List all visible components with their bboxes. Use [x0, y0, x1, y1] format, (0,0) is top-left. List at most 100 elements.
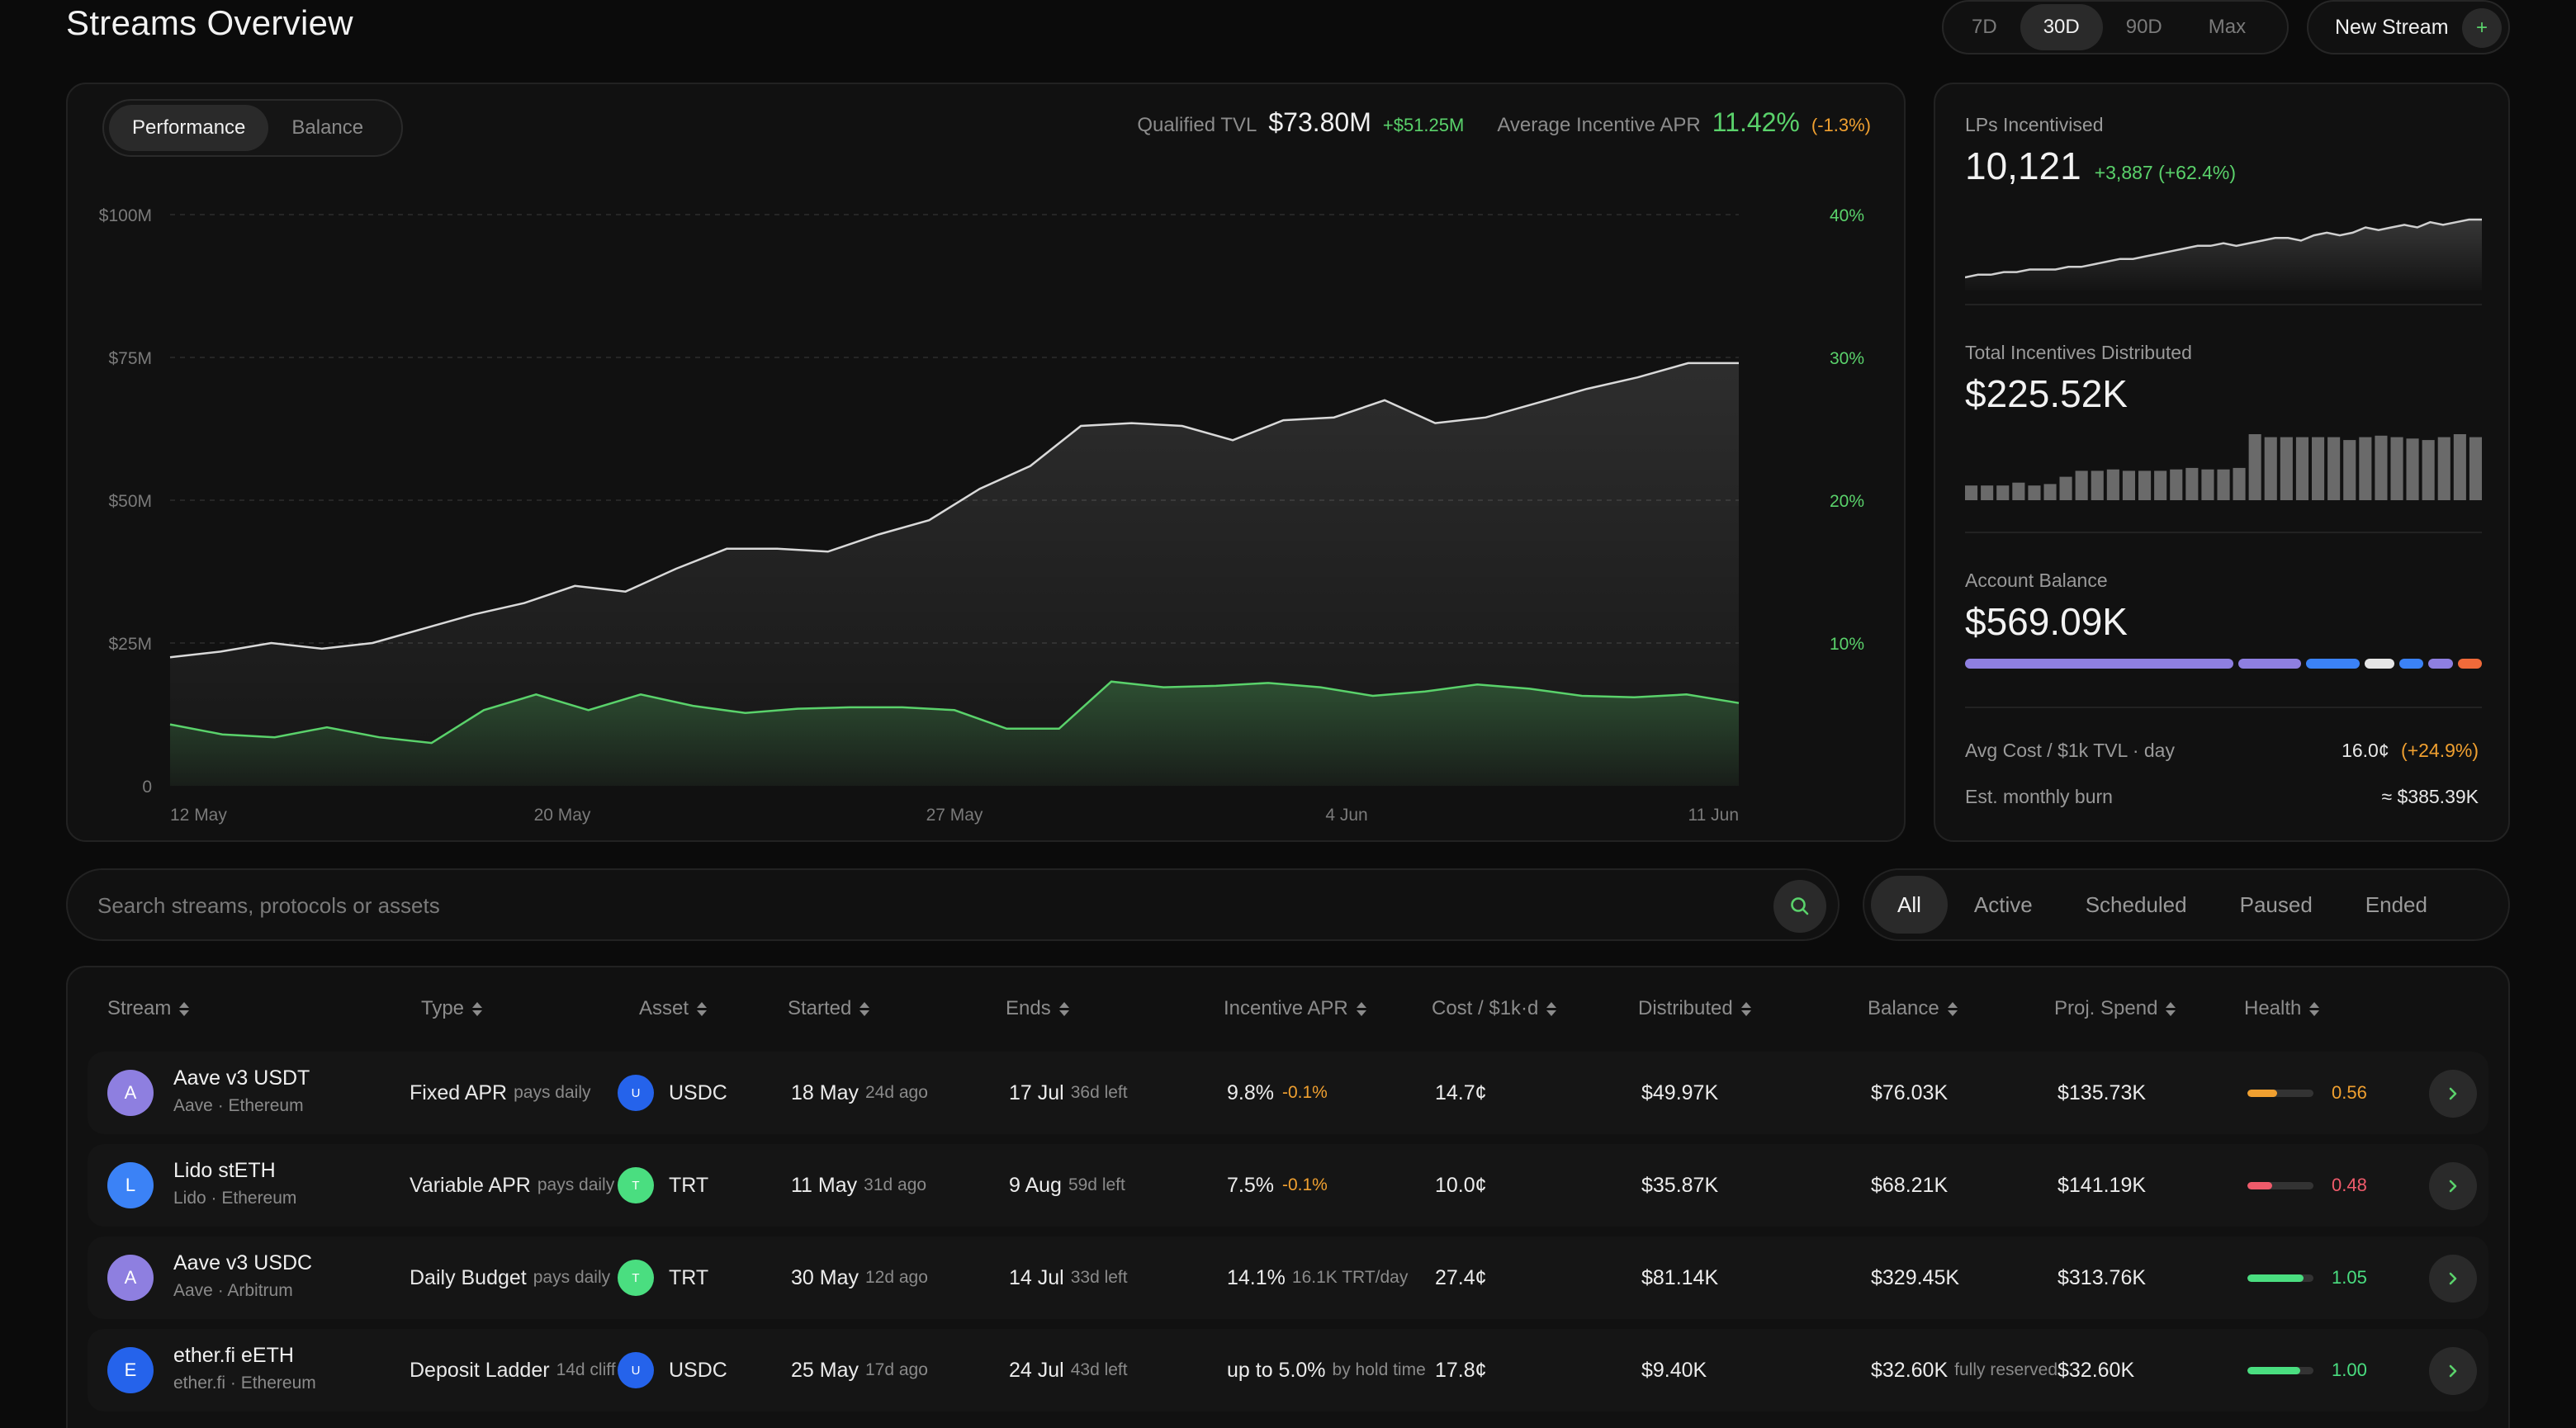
table-row[interactable]: A Aave v3 USDC Aave · Arbitrum Daily Budget…: [88, 1236, 2488, 1319]
column-header-asset[interactable]: Asset: [639, 997, 708, 1020]
distributed-cell: $9.40K: [1641, 1358, 1707, 1382]
apr-detail: 16.1K TRT/day: [1291, 1268, 1409, 1287]
incentives-bar-chart: [1965, 434, 2482, 500]
x-tick-label: 4 Jun: [1325, 806, 1367, 825]
balance-value: $329.45K: [1871, 1265, 1960, 1289]
incentive-bar: [2343, 440, 2356, 500]
y-left-tick-label: $50M: [108, 492, 152, 511]
incentive-bar: [2295, 437, 2308, 500]
filter-active[interactable]: Active: [1973, 891, 2033, 917]
burn-value: ≈ $385.39K: [2381, 786, 2479, 807]
search-input[interactable]: [97, 887, 1716, 924]
health-cell: 0.56: [2247, 1052, 2367, 1134]
search-bar: [66, 868, 1840, 941]
column-header-stream[interactable]: Stream: [107, 997, 190, 1020]
apr-cell: 9.8% -0.1%: [1227, 1052, 1433, 1134]
divider: [1965, 304, 2482, 305]
distributed-cell: $49.97K: [1641, 1080, 1719, 1104]
tab-balance[interactable]: Balance: [291, 116, 364, 139]
column-header-cost[interactable]: Cost / $1k·d: [1432, 997, 1557, 1020]
stream-protocol: ether.fi · Ethereum: [173, 1374, 316, 1393]
column-header-balance[interactable]: Balance: [1868, 997, 1958, 1020]
kpi-tvl-delta: +$51.25M: [1382, 115, 1465, 135]
open-stream-button[interactable]: [2429, 1255, 2477, 1303]
performance-chart-panel: Performance Balance Qualified TVL $73.80…: [66, 83, 1906, 842]
y-right-tick-label: 20%: [1830, 492, 1864, 511]
lps-spark-line: [1965, 218, 2482, 279]
new-stream-button[interactable]: New Stream +: [2307, 0, 2510, 54]
stream-asset: U USDC: [618, 1052, 727, 1134]
chevron-right-icon: [2449, 1087, 2457, 1100]
incentive-bar: [2406, 438, 2419, 500]
column-header-proj-spend[interactable]: Proj. Spend: [2054, 997, 2176, 1020]
avg-cost-label: Avg Cost / $1k TVL · day: [1965, 740, 2175, 761]
column-header-started[interactable]: Started: [788, 997, 870, 1020]
incentive-bar: [1965, 485, 1978, 500]
started-ago: 12d ago: [864, 1268, 928, 1287]
incentive-bar: [2375, 435, 2388, 500]
chevron-right-icon: [2449, 1364, 2457, 1378]
x-tick-label: 11 Jun: [1688, 806, 1740, 825]
table-row[interactable]: A Aave v3 USDT Aave · Ethereum Fixed APR pay…: [88, 1052, 2488, 1134]
sort-icon: [1356, 1001, 1366, 1016]
stream-asset: U USDC: [618, 1329, 727, 1411]
column-header-label: Type: [421, 997, 465, 1019]
incentive-bar: [2201, 469, 2214, 500]
sort-icon: [2166, 1001, 2176, 1016]
range-7d-button[interactable]: 7D: [1972, 16, 1997, 38]
search-icon: [1791, 897, 1809, 915]
column-header-distributed[interactable]: Distributed: [1638, 997, 1751, 1020]
incentive-bar: [2138, 470, 2152, 500]
filter-all[interactable]: All: [1871, 876, 1948, 934]
search-button[interactable]: [1773, 880, 1826, 933]
summary-panel: LPs Incentivised 10,121 +3,887 (+62.4%) …: [1934, 83, 2510, 842]
kpi-apr-label: Average Incentive APR: [1497, 114, 1701, 136]
incentive-bar: [2422, 440, 2435, 500]
type-label: Deposit Ladder: [410, 1358, 550, 1382]
incentive-bar: [1996, 485, 2010, 500]
open-stream-button[interactable]: [2429, 1347, 2477, 1395]
column-header-incentive-apr[interactable]: Incentive APR: [1224, 997, 1366, 1020]
incentive-bar: [2469, 437, 2482, 500]
type-label: Variable APR: [410, 1173, 531, 1197]
range-max-button[interactable]: Max: [2208, 16, 2247, 38]
incentive-bar: [2170, 469, 2183, 500]
balance-label: Account Balance: [1965, 570, 2108, 591]
incentive-bar: [2453, 434, 2466, 500]
column-header-type[interactable]: Type: [421, 997, 483, 1020]
sort-icon: [1947, 1001, 1958, 1016]
column-header-label: Health: [2244, 997, 2302, 1019]
incentive-bar: [2122, 470, 2135, 500]
kpi-tvl-label: Qualified TVL: [1137, 114, 1257, 136]
range-30d-button[interactable]: 30D: [2020, 4, 2103, 50]
open-stream-button[interactable]: [2429, 1070, 2477, 1118]
incentive-bar: [2437, 437, 2451, 500]
sort-icon: [859, 1001, 870, 1016]
table-row[interactable]: L Lido stETH Lido · Ethereum Variable APR pa…: [88, 1144, 2488, 1227]
burn-label: Est. monthly burn: [1965, 786, 2113, 807]
started-cell: 25 May 17d ago: [791, 1329, 928, 1411]
apr-value: up to 5.0%: [1227, 1358, 1326, 1382]
filter-paused[interactable]: Paused: [2239, 891, 2313, 917]
range-90d-button[interactable]: 90D: [2125, 16, 2162, 38]
stream-protocol: Aave · Ethereum: [173, 1096, 304, 1115]
filter-ended[interactable]: Ended: [2365, 891, 2427, 917]
column-header-ends[interactable]: Ends: [1006, 997, 1069, 1020]
open-stream-button[interactable]: [2429, 1162, 2477, 1210]
ends-date: 17 Jul: [1009, 1080, 1064, 1104]
balance-detail: fully reserved: [1954, 1360, 2057, 1379]
health-bar: [2247, 1366, 2313, 1374]
incentive-bar: [2028, 485, 2041, 500]
incentive-bar: [2106, 469, 2119, 500]
filter-scheduled[interactable]: Scheduled: [2085, 891, 2187, 917]
stream-avatar: E: [107, 1347, 154, 1393]
started-cell: 11 May 31d ago: [791, 1144, 926, 1227]
stream-type: Deposit Ladder 14d cliff: [410, 1329, 626, 1411]
kpi-apr-delta: (-1.3%): [1811, 115, 1871, 135]
apr-series-line: [169, 680, 1740, 745]
tab-performance[interactable]: Performance: [109, 105, 269, 151]
column-header-health[interactable]: Health: [2244, 997, 2320, 1020]
apr-value: 14.1%: [1227, 1265, 1286, 1289]
type-detail: 14d cliff: [556, 1360, 616, 1379]
